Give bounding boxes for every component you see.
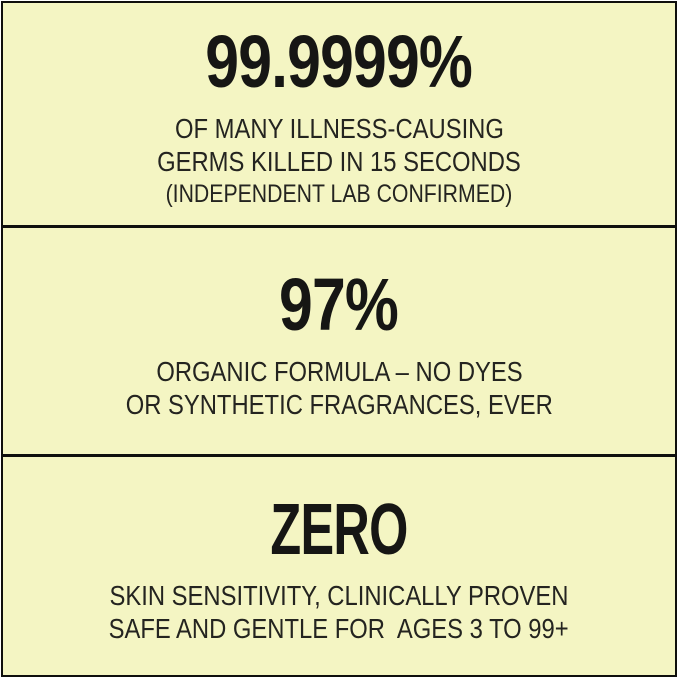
stat-description-line: SAFE AND GENTLE FOR AGES 3 TO 99+ (108, 612, 570, 644)
stat-description-line: GERMS KILLED IN 15 SECONDS (157, 145, 521, 177)
stat-panel-organic-formula: 97% ORGANIC FORMULA – NO DYES OR SYNTHET… (3, 228, 675, 454)
stat-description-line: OR SYNTHETIC FRAGRANCES, EVER (125, 388, 553, 420)
stat-description-line: SKIN SENSITIVITY, CLINICALLY PROVEN (109, 579, 569, 611)
stat-footnote-lab-confirmed: (INDEPENDENT LAB CONFIRMED) (165, 179, 513, 208)
stat-description-line: ORGANIC FORMULA – NO DYES (155, 355, 523, 387)
stat-panel-skin-sensitivity: ZERO SKIN SENSITIVITY, CLINICALLY PROVEN… (3, 457, 675, 675)
stat-value-organic: 97% (279, 262, 399, 346)
panel-divider (3, 225, 675, 228)
panel-divider (3, 454, 675, 457)
stat-value-zero: ZERO (270, 489, 408, 570)
stat-panel-germs-killed: 99.9999% OF MANY ILLNESS-CAUSING GERMS K… (3, 3, 675, 225)
stat-description-line: OF MANY ILLNESS-CAUSING (174, 112, 504, 144)
stat-value-germs: 99.9999% (205, 19, 474, 103)
